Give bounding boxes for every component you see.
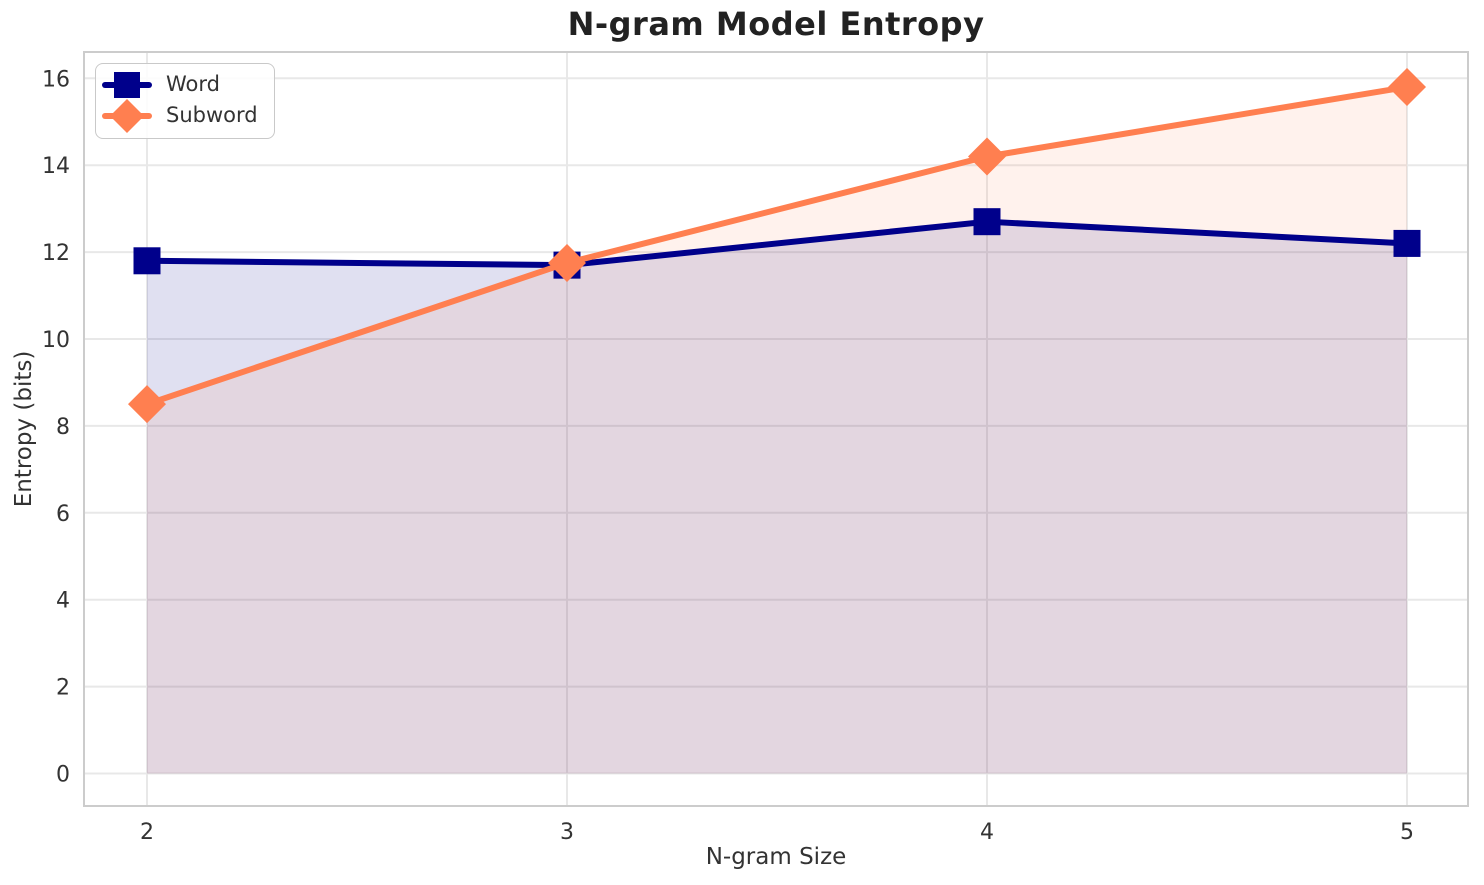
word-marker-icon (102, 71, 152, 98)
subword-area (147, 86, 1407, 774)
x-tick-labels: 2 3 4 5 (140, 820, 1414, 845)
chart-title: N-gram Model Entropy (567, 5, 985, 43)
y-tick-labels: 0 2 4 6 8 10 12 14 16 (42, 67, 70, 787)
y-tick-label: 16 (42, 67, 70, 92)
legend-entry-subword: Subword (102, 98, 258, 133)
y-tick-label: 12 (42, 241, 70, 266)
word-marker (973, 208, 1001, 236)
subword-series (128, 67, 1426, 424)
legend-entry-word: Word (102, 69, 258, 100)
y-tick-label: 10 (42, 328, 70, 353)
x-axis-label: N-gram Size (705, 844, 847, 870)
x-tick-label: 2 (140, 820, 154, 845)
y-tick-label: 8 (56, 415, 70, 440)
plot-border (83, 51, 1469, 807)
word-marker (133, 247, 161, 275)
subword-marker (968, 137, 1006, 176)
subword-marker (128, 385, 166, 424)
x-tick-label: 5 (1400, 820, 1414, 845)
subword-marker (1388, 67, 1426, 106)
y-axis-label: Entropy (bits) (11, 350, 37, 508)
y-tick-label: 2 (56, 676, 70, 701)
legend-label-word: Word (166, 72, 220, 96)
y-tick-label: 14 (42, 154, 70, 179)
x-tick-label: 3 (560, 820, 574, 845)
subword-marker-icon (102, 98, 152, 133)
y-tick-label: 4 (56, 589, 70, 614)
subword-marker (548, 243, 586, 282)
x-tick-label: 4 (980, 820, 994, 845)
word-marker (1393, 229, 1421, 257)
gridlines (84, 52, 1468, 806)
y-tick-label: 0 (56, 763, 70, 788)
y-tick-label: 6 (56, 502, 70, 527)
word-area (147, 221, 1407, 774)
legend-label-subword: Subword (166, 103, 258, 127)
legend: Word Subword (95, 63, 275, 139)
